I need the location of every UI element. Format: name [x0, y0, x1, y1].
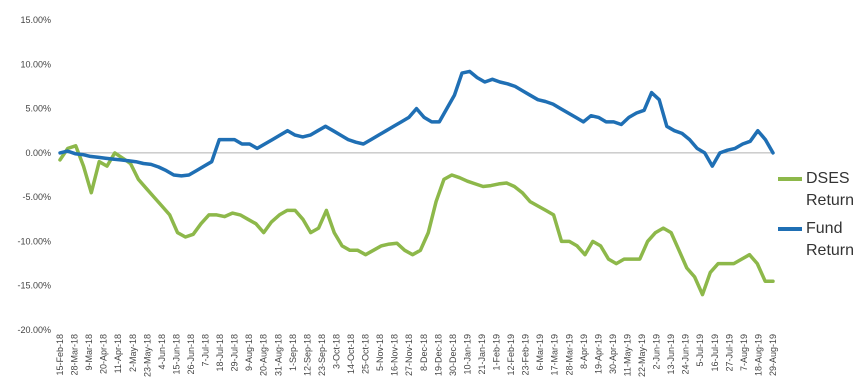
series-line-dses-return — [58, 144, 775, 297]
x-tick-label: 5-Jul-19 — [695, 334, 705, 367]
x-tick-label: 16-Nov-18 — [390, 334, 400, 376]
x-tick-label: 4-Jun-18 — [157, 334, 167, 370]
y-tick-label: -10.00% — [17, 236, 51, 246]
x-tick-label: 14-Oct-18 — [346, 334, 356, 374]
x-tick-label: 8-Apr-19 — [579, 334, 589, 369]
y-tick-label: -20.00% — [17, 325, 51, 335]
legend-swatch-dses — [778, 177, 802, 181]
x-tick-label: 18-Aug-19 — [753, 334, 763, 376]
legend-label-fund: Fund Return — [806, 220, 855, 259]
x-tick-label: 31-Aug-18 — [273, 334, 283, 376]
x-tick-label: 12-Feb-19 — [506, 334, 516, 376]
x-tick-label: 11-May-19 — [622, 334, 632, 376]
y-tick-label: 10.00% — [20, 59, 51, 69]
x-tick-label: 8-Dec-18 — [419, 334, 429, 371]
legend-item-dses: DSES Return — [778, 168, 863, 212]
x-tick-label: 15-Feb-18 — [55, 334, 65, 376]
y-tick-label: -15.00% — [17, 281, 51, 291]
x-tick-label: 18-Jul-18 — [215, 334, 225, 372]
y-tick-label: 0.00% — [25, 148, 51, 158]
x-tick-label: 1-Sep-18 — [288, 334, 298, 371]
x-tick-label: 16-Jul-19 — [710, 334, 720, 372]
x-tick-label: 20-Apr-18 — [99, 334, 109, 374]
x-tick-label: 7-Aug-19 — [739, 334, 749, 371]
x-tick-label: 6-Mar-19 — [535, 334, 545, 371]
x-tick-label: 23-Sep-18 — [317, 334, 327, 376]
x-tick-label: 9-Mar-18 — [84, 334, 94, 371]
x-tick-label: 12-Sep-18 — [302, 334, 312, 376]
x-tick-label: 23-May-18 — [142, 334, 152, 377]
x-tick-label: 5-Nov-18 — [375, 334, 385, 371]
series-line-fund-return — [58, 69, 775, 178]
x-tick-label: 23-Feb-19 — [521, 334, 531, 376]
x-tick-label: 27-Nov-18 — [404, 334, 414, 376]
legend-label-dses: DSES Return — [806, 170, 855, 209]
y-axis: 15.00% 10.00% 5.00% 0.00% -5.00% -10.00% -15.0… — [17, 15, 51, 335]
x-tick-label: 10-Jan-19 — [462, 334, 472, 375]
x-tick-label: 7-Jul-18 — [201, 334, 211, 367]
x-tick-label: 2-Jun-19 — [652, 334, 662, 370]
y-tick-label: 5.00% — [25, 104, 51, 114]
x-tick-label: 24-Jun-19 — [681, 334, 691, 375]
x-tick-label: 20-Aug-18 — [259, 334, 269, 376]
x-tick-label: 13-Jun-19 — [666, 334, 676, 375]
x-tick-label: 21-Jan-19 — [477, 334, 487, 375]
x-tick-label: 30-Dec-18 — [448, 334, 458, 376]
y-tick-label: 15.00% — [20, 15, 51, 25]
x-axis: 15-Feb-18 28-Mar-18 9-Mar-18 20-Apr-18 11-Ap… — [55, 334, 778, 377]
x-tick-label: 30-Apr-19 — [608, 334, 618, 374]
x-tick-label: 22-May-19 — [637, 334, 647, 377]
x-tick-label: 28-Mar-18 — [70, 334, 80, 376]
legend-item-fund: Fund Return — [778, 218, 863, 262]
series-layer — [58, 69, 775, 297]
legend: DSES Return Fund Return — [778, 168, 863, 268]
x-tick-label: 15-Jun-18 — [171, 334, 181, 375]
x-tick-label: 29-Jul-18 — [230, 334, 240, 372]
x-tick-label: 9-Aug-18 — [244, 334, 254, 371]
x-tick-label: 3-Oct-18 — [331, 334, 341, 369]
line-chart: 15.00% 10.00% 5.00% 0.00% -5.00% -10.00% -15.0… — [17, 15, 778, 377]
y-tick-label: -5.00% — [22, 192, 51, 202]
x-tick-label: 11-Apr-18 — [113, 334, 123, 373]
legend-swatch-fund — [778, 227, 802, 231]
x-tick-label: 29-Aug-19 — [768, 334, 778, 376]
x-tick-label: 28-Mar-19 — [564, 334, 574, 376]
x-tick-label: 17-Mar-19 — [550, 334, 560, 376]
x-tick-label: 25-Oct-18 — [361, 334, 371, 374]
x-tick-label: 1-Feb-19 — [492, 334, 502, 371]
x-tick-label: 26-Jun-18 — [186, 334, 196, 375]
x-tick-label: 27-Jul-19 — [724, 334, 734, 372]
x-tick-label: 19-Apr-19 — [593, 334, 603, 374]
x-tick-label: 2-May-18 — [128, 334, 138, 372]
x-tick-label: 19-Dec-18 — [433, 334, 443, 376]
